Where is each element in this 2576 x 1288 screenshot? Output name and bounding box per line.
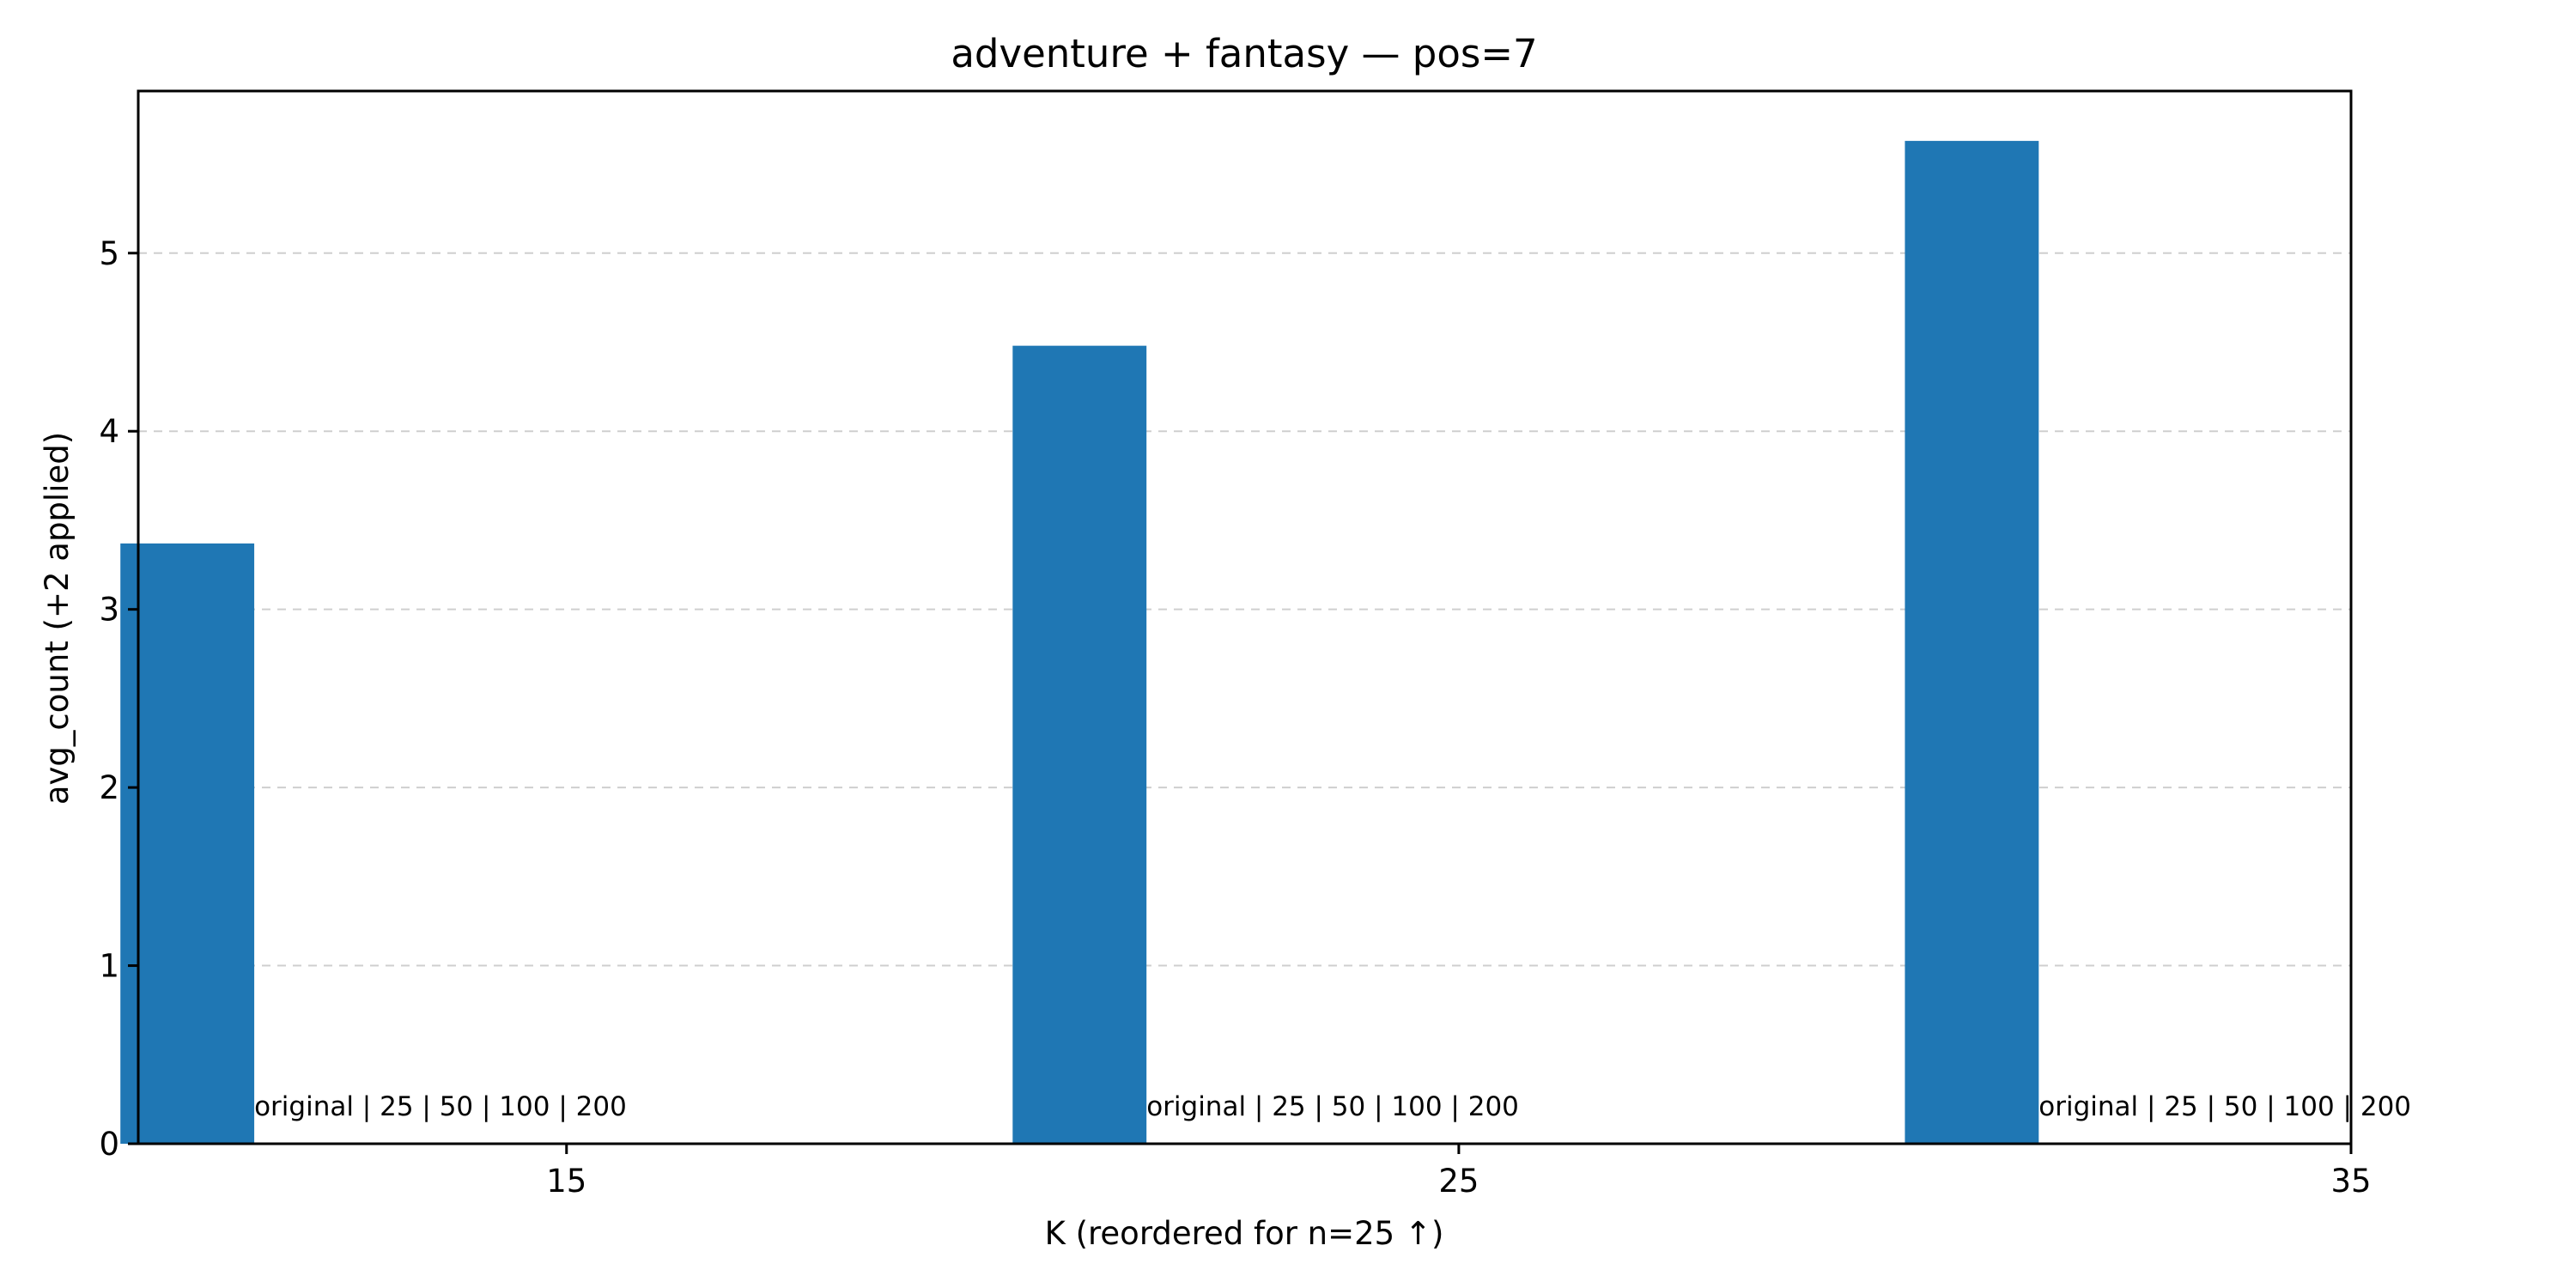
x-axis-ticks: 15 25 35 xyxy=(546,1144,2372,1200)
y-axis-label: avg_count (+2 applied) xyxy=(39,432,76,805)
bar xyxy=(120,543,255,1144)
x-axis-label: K (reordered for n=25 ↑) xyxy=(1045,1215,1444,1252)
y-tick-label: 2 xyxy=(99,769,119,806)
y-tick-label: 0 xyxy=(99,1126,119,1163)
x-tick-label: 15 xyxy=(546,1163,586,1200)
x-tick-label: 25 xyxy=(1438,1163,1479,1200)
chart-title: adventure + fantasy — pos=7 xyxy=(951,31,1537,76)
bar-annotations: original | 25 | 50 | 100 | 200 original |… xyxy=(254,1091,2411,1122)
bar xyxy=(1012,345,1147,1144)
bar-annotation: original | 25 | 50 | 100 | 200 xyxy=(2038,1091,2411,1122)
y-tick-label: 4 xyxy=(99,413,119,450)
bar-annotation: original | 25 | 50 | 100 | 200 xyxy=(254,1091,627,1122)
bars xyxy=(120,141,2039,1144)
y-axis-ticks: 0 1 2 3 4 5 xyxy=(99,235,138,1163)
y-tick-label: 1 xyxy=(99,948,119,985)
plot-frame xyxy=(137,89,2353,1145)
y-tick-label: 5 xyxy=(99,235,119,272)
x-tick-label: 35 xyxy=(2330,1163,2371,1200)
y-tick-label: 3 xyxy=(99,592,119,629)
bar xyxy=(1905,141,2039,1144)
bar-annotation: original | 25 | 50 | 100 | 200 xyxy=(1146,1091,1519,1122)
